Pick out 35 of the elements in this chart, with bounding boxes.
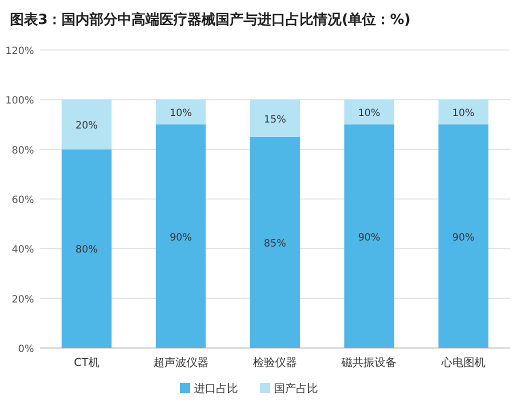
x-tick-label: 检验仪器 <box>253 356 297 369</box>
x-tick-label: 心电图机 <box>440 356 486 369</box>
data-label: 20% <box>76 120 98 132</box>
y-tick-label: 0% <box>18 344 34 355</box>
y-tick-label: 80% <box>12 145 34 156</box>
bar <box>156 124 206 348</box>
bar <box>438 124 488 348</box>
legend-label: 国产占比 <box>274 382 318 395</box>
bar <box>344 100 394 124</box>
chart-title: 图表3：国内部分中高端医疗器械国产与进口占比情况(单位：%) <box>10 11 411 28</box>
x-tick-label: 磁共振设备 <box>340 356 397 369</box>
bar <box>344 124 394 348</box>
data-label: 10% <box>358 108 380 120</box>
data-label: 10% <box>170 108 192 120</box>
y-tick-label: 100% <box>5 96 34 107</box>
bar <box>62 100 112 150</box>
data-label: 15% <box>264 114 286 126</box>
bar <box>156 100 206 124</box>
bar <box>62 149 112 348</box>
y-tick-label: 120% <box>5 46 34 57</box>
x-tick-label: 超声波仪器 <box>153 356 208 369</box>
data-label: 90% <box>170 232 192 244</box>
data-label: 10% <box>452 108 474 120</box>
data-label: 80% <box>76 244 98 256</box>
bar <box>250 136 300 348</box>
legend-label: 进口占比 <box>194 382 238 395</box>
bar <box>250 100 300 137</box>
y-tick-label: 60% <box>12 195 34 206</box>
data-label: 85% <box>264 238 286 250</box>
y-tick-label: 40% <box>12 244 34 256</box>
data-label: 90% <box>452 232 474 244</box>
data-label: 90% <box>358 232 380 244</box>
bar <box>438 100 488 124</box>
y-tick-label: 20% <box>12 294 34 306</box>
x-tick-label: CT机 <box>74 356 100 369</box>
